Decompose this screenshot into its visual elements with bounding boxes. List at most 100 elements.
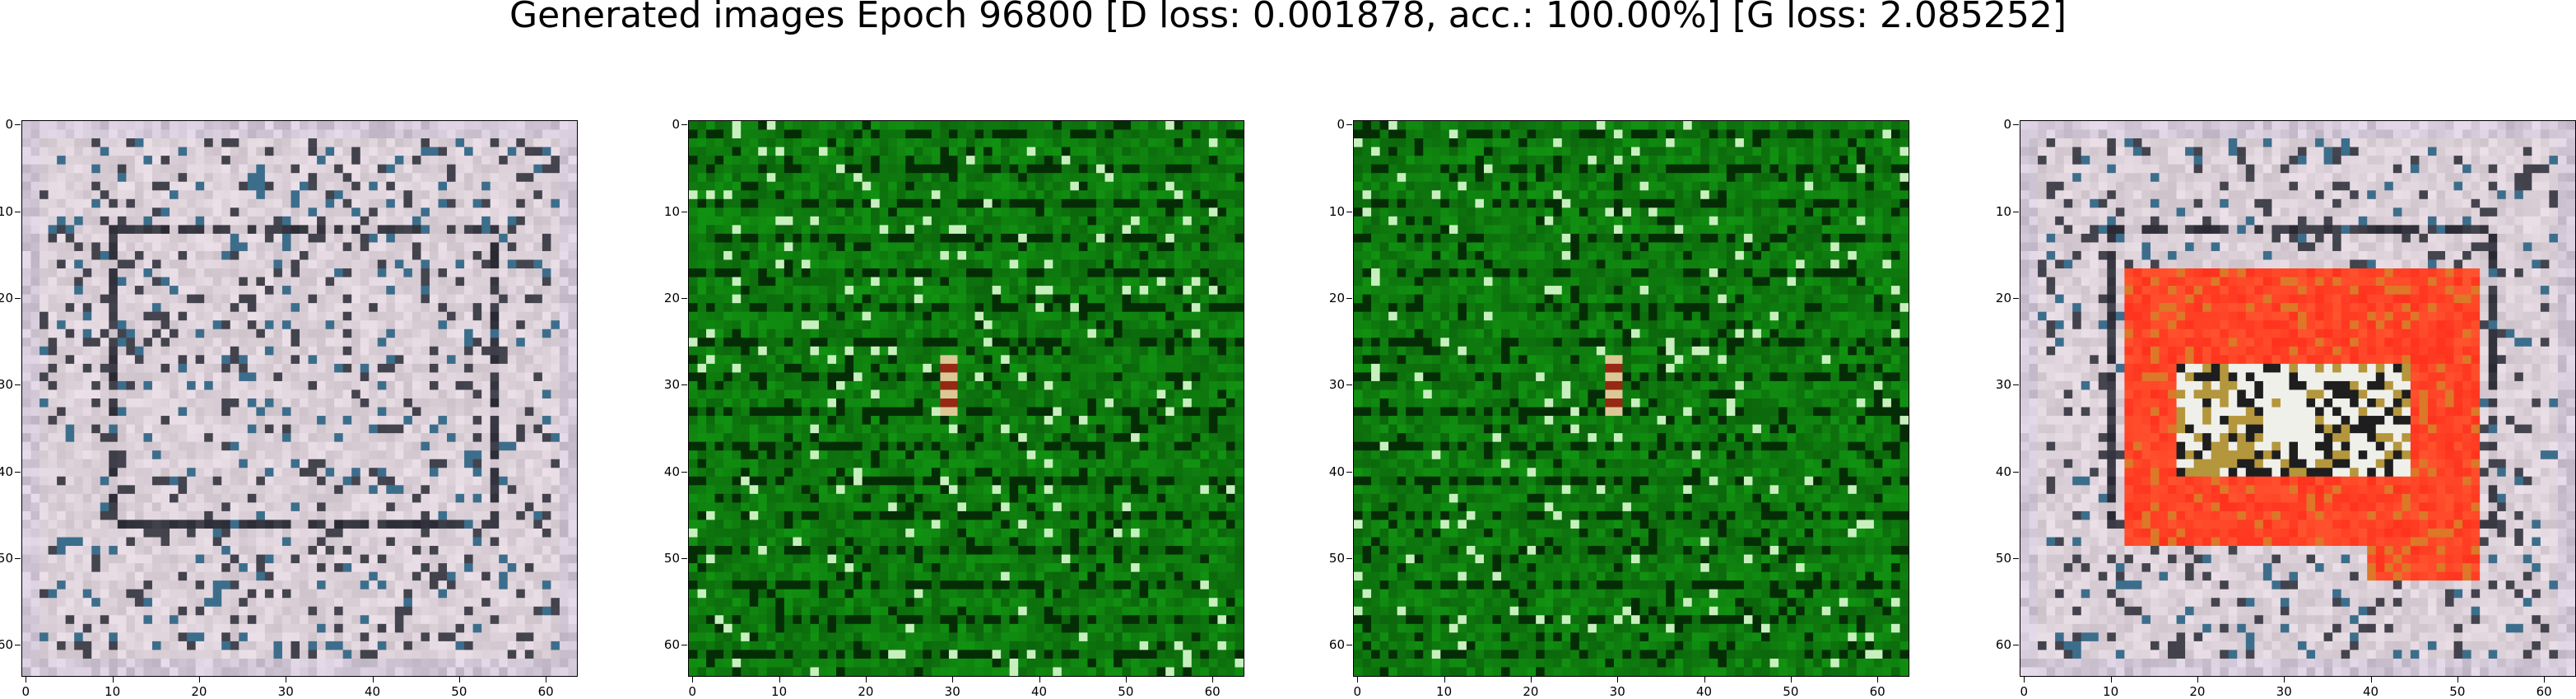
x-tick-label: 40 [1688, 685, 1721, 698]
y-tick-label: 10 [647, 205, 680, 218]
x-tick-mark [1617, 677, 1618, 683]
x-tick-label: 20 [1514, 685, 1547, 698]
x-tick-label: 10 [96, 685, 129, 698]
y-tick-mark [2013, 558, 2019, 559]
x-tick-mark [2544, 677, 2545, 683]
y-tick-mark [681, 384, 687, 385]
y-tick-mark [1346, 124, 1352, 125]
y-tick-label: 10 [1312, 205, 1345, 218]
y-tick-mark [2013, 298, 2019, 299]
y-tick-mark [681, 472, 687, 473]
y-tick-label: 20 [1312, 291, 1345, 305]
y-tick-label: 50 [0, 552, 13, 565]
image-frame [21, 120, 578, 677]
x-tick-mark [2197, 677, 2198, 683]
y-tick-mark [15, 558, 21, 559]
x-tick-mark [2457, 677, 2458, 683]
y-tick-mark [15, 472, 21, 473]
x-tick-mark [692, 677, 693, 683]
x-tick-label: 20 [849, 685, 882, 698]
x-tick-label: 20 [2181, 685, 2214, 698]
generated-image [689, 121, 1244, 676]
y-tick-mark [681, 124, 687, 125]
y-tick-mark [15, 124, 21, 125]
y-tick-label: 20 [1978, 291, 2011, 305]
y-tick-label: 50 [1312, 552, 1345, 565]
generated-image [1354, 121, 1909, 676]
x-tick-mark [1357, 677, 1358, 683]
x-tick-label: 10 [763, 685, 796, 698]
x-tick-mark [779, 677, 780, 683]
y-tick-label: 10 [1978, 205, 2011, 218]
x-tick-mark [1444, 677, 1445, 683]
x-tick-label: 30 [936, 685, 969, 698]
y-tick-label: 60 [1312, 638, 1345, 651]
x-tick-mark [2024, 677, 2025, 683]
y-tick-label: 0 [647, 118, 680, 131]
x-tick-mark [373, 677, 374, 683]
x-tick-mark [1877, 677, 1878, 683]
y-tick-label: 30 [0, 378, 13, 391]
y-tick-label: 0 [1978, 118, 2011, 131]
x-tick-mark [113, 677, 114, 683]
y-tick-label: 20 [647, 291, 680, 305]
x-tick-label: 0 [1341, 685, 1374, 698]
y-tick-mark [1346, 472, 1352, 473]
x-tick-label: 0 [2007, 685, 2040, 698]
x-tick-label: 60 [2527, 685, 2560, 698]
x-tick-label: 40 [2355, 685, 2388, 698]
y-tick-label: 40 [647, 465, 680, 478]
y-tick-label: 60 [647, 638, 680, 651]
x-tick-label: 60 [1196, 685, 1229, 698]
y-tick-label: 50 [1978, 552, 2011, 565]
x-tick-mark [2111, 677, 2112, 683]
x-tick-mark [1212, 677, 1213, 683]
y-tick-label: 20 [0, 291, 13, 305]
y-tick-label: 0 [0, 118, 13, 131]
y-tick-label: 60 [0, 638, 13, 651]
x-tick-mark [1531, 677, 1532, 683]
x-tick-label: 60 [1861, 685, 1894, 698]
image-frame [2020, 120, 2576, 677]
x-tick-mark [199, 677, 200, 683]
x-tick-mark [952, 677, 953, 683]
x-tick-label: 0 [9, 685, 42, 698]
y-tick-label: 30 [1312, 378, 1345, 391]
y-tick-label: 40 [1312, 465, 1345, 478]
figure-title: Generated images Epoch 96800 [D loss: 0.… [0, 0, 2576, 49]
y-tick-label: 50 [647, 552, 680, 565]
x-tick-label: 30 [269, 685, 302, 698]
x-tick-mark [1039, 677, 1040, 683]
y-tick-mark [15, 384, 21, 385]
y-tick-mark [681, 298, 687, 299]
y-tick-mark [1346, 558, 1352, 559]
x-tick-mark [459, 677, 460, 683]
x-tick-mark [1704, 677, 1705, 683]
generated-image [22, 121, 577, 676]
x-tick-mark [2371, 677, 2372, 683]
y-tick-mark [2013, 124, 2019, 125]
x-tick-label: 20 [183, 685, 216, 698]
y-tick-label: 0 [1312, 118, 1345, 131]
x-tick-label: 10 [2095, 685, 2127, 698]
x-tick-label: 50 [2441, 685, 2474, 698]
y-tick-mark [2013, 472, 2019, 473]
generated-image [2020, 121, 2575, 676]
x-tick-label: 0 [676, 685, 709, 698]
y-tick-label: 40 [0, 465, 13, 478]
y-tick-label: 30 [1978, 378, 2011, 391]
x-tick-label: 10 [1428, 685, 1461, 698]
x-tick-label: 30 [2267, 685, 2300, 698]
x-tick-mark [1791, 677, 1792, 683]
x-tick-mark [2284, 677, 2285, 683]
x-tick-label: 50 [443, 685, 476, 698]
x-tick-label: 50 [1774, 685, 1807, 698]
y-tick-label: 40 [1978, 465, 2011, 478]
image-frame [688, 120, 1244, 677]
y-tick-mark [1346, 384, 1352, 385]
x-tick-label: 30 [1601, 685, 1634, 698]
y-tick-label: 10 [0, 205, 13, 218]
x-tick-label: 50 [1109, 685, 1142, 698]
